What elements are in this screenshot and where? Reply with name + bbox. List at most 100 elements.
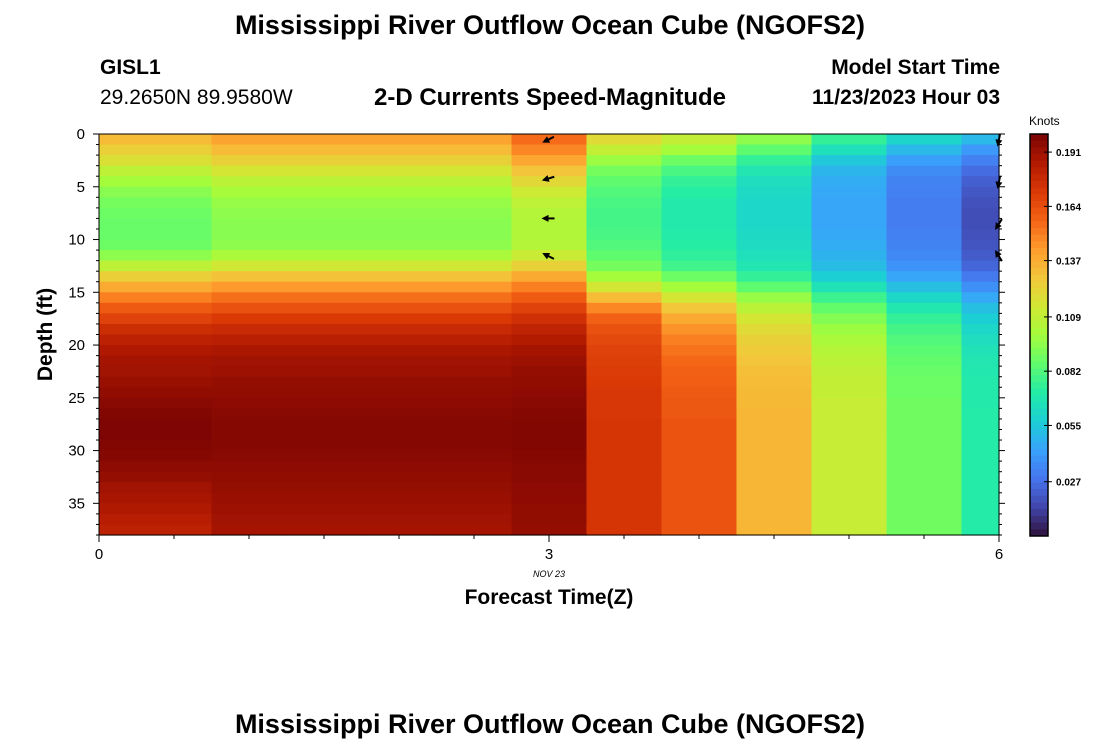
- heatmap-cell: [511, 513, 588, 526]
- heatmap-cell: [511, 376, 588, 388]
- heatmap-cell: [436, 176, 513, 188]
- heatmap-cell: [361, 471, 438, 483]
- heatmap-cell: [99, 334, 138, 346]
- heatmap-cell: [136, 228, 213, 241]
- heatmap-cell: [736, 302, 813, 314]
- heatmap-cell: [661, 302, 738, 314]
- heatmap-cell: [136, 134, 213, 146]
- heatmap-cell: [286, 461, 363, 473]
- heatmap-cell: [211, 440, 288, 452]
- heatmap-cell: [99, 397, 138, 409]
- heatmap-cell: [99, 450, 138, 462]
- heatmap-cell: [286, 408, 363, 420]
- heatmap-cell: [661, 144, 738, 156]
- heatmap-cell: [886, 176, 963, 188]
- heatmap-cell: [961, 323, 1000, 336]
- arrow-head: [542, 136, 551, 143]
- heatmap-cell: [961, 471, 1000, 483]
- heatmap-cell: [99, 207, 138, 220]
- heatmap-cell: [661, 197, 738, 209]
- heatmap-cell: [99, 524, 138, 536]
- heatmap-cell: [736, 176, 813, 188]
- colorbar-segment: [1030, 241, 1048, 249]
- heatmap-cell: [586, 155, 663, 167]
- colorbar-segment: [1030, 160, 1048, 168]
- y-axis-label: Depth (ft): [34, 288, 57, 381]
- heatmap-cell: [436, 260, 513, 272]
- heatmap-cell: [811, 440, 888, 452]
- heatmap-cell: [811, 397, 888, 409]
- heatmap-cell: [361, 345, 438, 357]
- heatmap-cell: [286, 418, 363, 431]
- heatmap-cell: [436, 186, 513, 198]
- colorbar-segment: [1030, 415, 1048, 423]
- heatmap-cell: [511, 503, 588, 515]
- heatmap-cell: [811, 271, 888, 283]
- colorbar-segment: [1030, 308, 1048, 316]
- heatmap-cell: [961, 345, 1000, 357]
- heatmap-cell: [961, 250, 1000, 262]
- heatmap-cell: [811, 218, 888, 230]
- heatmap-cell: [436, 387, 513, 399]
- heatmap-cell: [886, 471, 963, 483]
- colorbar-segment: [1030, 147, 1048, 155]
- heatmap-cell: [511, 228, 588, 241]
- heatmap-cell: [211, 482, 288, 494]
- heatmap-cell: [136, 207, 213, 220]
- heatmap-cell: [811, 165, 888, 177]
- heatmap-cell: [211, 302, 288, 314]
- heatmap-cell: [136, 513, 213, 526]
- current-vector-arrow: [541, 214, 555, 222]
- heatmap-cell: [436, 345, 513, 357]
- heatmap-cell: [361, 397, 438, 409]
- heatmap-cell: [286, 260, 363, 272]
- heatmap-cell: [586, 471, 663, 483]
- heatmap-cell: [436, 239, 513, 251]
- y-tick-label: 30: [68, 443, 85, 460]
- heatmap-cell: [436, 281, 513, 293]
- heatmap-cell: [136, 387, 213, 399]
- heatmap-cell: [136, 503, 213, 515]
- heatmap-cell: [511, 471, 588, 483]
- heatmap-cell: [136, 418, 213, 431]
- heatmap-cell: [961, 429, 1000, 441]
- heatmap-cell: [211, 271, 288, 283]
- heatmap-cell: [661, 292, 738, 304]
- heatmap-cell: [961, 492, 1000, 504]
- heatmap-cell: [811, 176, 888, 188]
- heatmap-cell: [886, 271, 963, 283]
- heatmap-cell: [361, 292, 438, 304]
- heatmap-cell: [886, 334, 963, 346]
- heatmap-cell: [661, 503, 738, 515]
- heatmap-cell: [511, 397, 588, 409]
- heatmap-cell: [211, 513, 288, 526]
- heatmap-cell: [286, 155, 363, 167]
- heatmap-cell: [211, 197, 288, 209]
- heatmap-cell: [286, 503, 363, 515]
- heatmap-cell: [361, 218, 438, 230]
- heatmap-cell: [99, 302, 138, 314]
- heatmap-cell: [436, 440, 513, 452]
- heatmap-cell: [586, 218, 663, 230]
- heatmap-cell: [661, 334, 738, 346]
- heatmap-cell: [886, 503, 963, 515]
- heatmap-cell: [736, 271, 813, 283]
- heatmap-cell: [99, 313, 138, 325]
- heatmap-cell: [211, 292, 288, 304]
- heatmap-cell: [961, 281, 1000, 293]
- heatmap-cell: [136, 397, 213, 409]
- heatmap-cell: [661, 155, 738, 167]
- colorbar-segment: [1030, 254, 1048, 262]
- heatmap-cell: [211, 239, 288, 251]
- heatmap-cell: [99, 355, 138, 367]
- heatmap-cell: [961, 165, 1000, 177]
- colorbar-segment: [1030, 395, 1048, 403]
- y-tick-label: 10: [68, 232, 85, 249]
- heatmap-cell: [99, 461, 138, 473]
- heatmap-cell: [661, 429, 738, 441]
- heatmap-cell: [361, 408, 438, 420]
- heatmap-cell: [211, 366, 288, 378]
- heatmap-cell: [136, 492, 213, 504]
- heatmap-cell: [136, 345, 213, 357]
- heatmap-cell: [961, 271, 1000, 283]
